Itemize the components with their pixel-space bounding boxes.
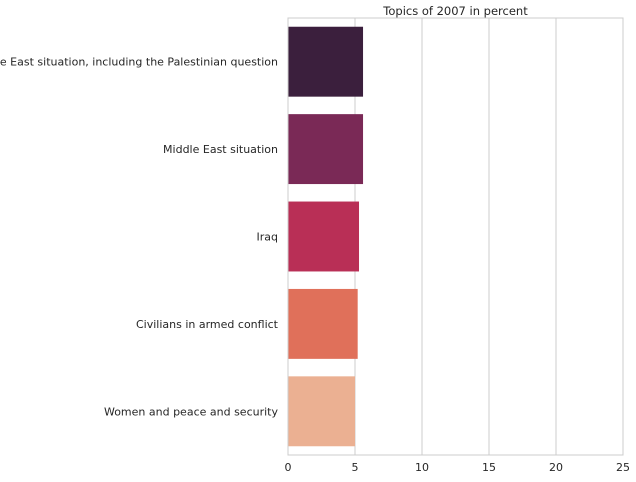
x-tick-label: 25: [616, 461, 630, 474]
y-tick-label: Middle East situation, including the Pal…: [0, 56, 278, 69]
bar: [288, 114, 364, 185]
x-tick-labels: 0 5 10 15 20 25: [285, 461, 631, 474]
x-tick-label: 10: [415, 461, 429, 474]
x-tick-label: 5: [352, 461, 359, 474]
plot-frame: [287, 17, 624, 456]
x-tick-label: 20: [549, 461, 563, 474]
bar: [288, 201, 360, 272]
y-tick-label: Middle East situation: [163, 143, 278, 156]
y-tick-labels: Middle East situation, including the Pal…: [0, 56, 279, 419]
bar: [288, 376, 355, 447]
bars: [288, 26, 364, 447]
chart-title: Topics of 2007 in percent: [382, 4, 528, 18]
x-tick-label: 0: [285, 461, 292, 474]
bar: [288, 26, 364, 97]
bar: [288, 288, 358, 359]
y-tick-label: Women and peace and security: [104, 405, 279, 418]
y-tick-label: Iraq: [257, 231, 279, 244]
x-tick-label: 15: [482, 461, 496, 474]
y-tick-label: Civilians in armed conflict: [136, 318, 279, 331]
